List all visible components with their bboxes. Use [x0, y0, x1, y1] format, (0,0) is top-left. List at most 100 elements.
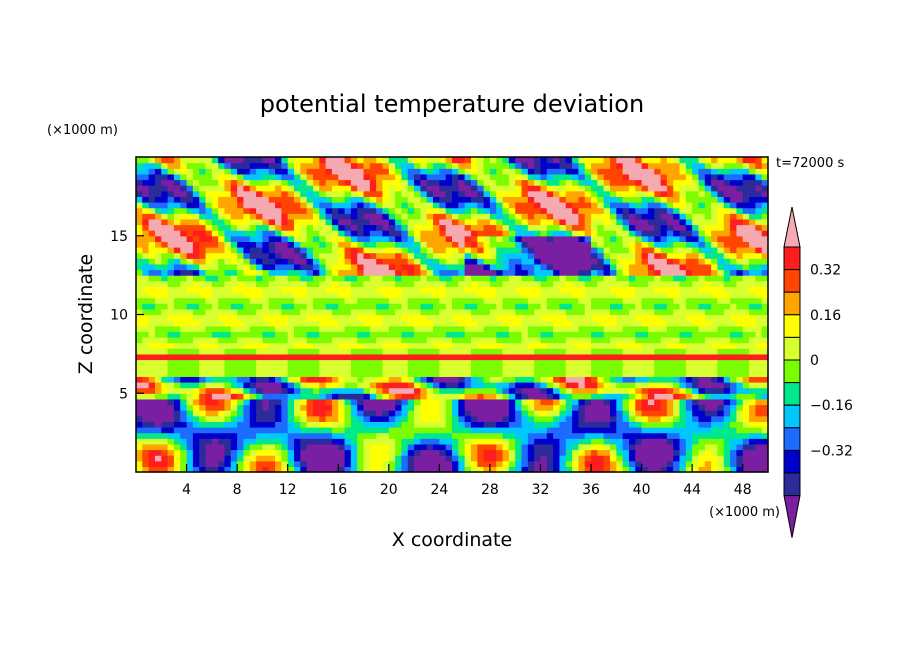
field-cell	[654, 382, 662, 389]
field-cell	[704, 353, 712, 361]
field-cell	[635, 348, 643, 355]
field-cell	[275, 449, 282, 456]
field-cell	[338, 292, 346, 299]
field-cell	[736, 387, 744, 394]
field-cell	[654, 460, 662, 467]
field-cell	[401, 337, 409, 344]
field-cell	[306, 449, 314, 456]
field-cell	[275, 410, 282, 417]
field-cell	[540, 230, 548, 237]
field-cell	[572, 365, 579, 372]
field-cell	[142, 190, 150, 197]
field-cell	[445, 404, 453, 411]
field-cell	[502, 353, 510, 361]
field-cell	[464, 359, 472, 366]
field-cell	[388, 449, 396, 456]
field-cell	[218, 365, 226, 372]
field-cell	[357, 410, 365, 417]
field-cell	[572, 269, 579, 276]
field-cell	[591, 325, 598, 332]
field-cell	[136, 432, 143, 439]
field-cell	[363, 415, 371, 422]
field-cell	[439, 438, 447, 445]
field-cell	[717, 365, 725, 372]
field-cell	[647, 337, 655, 344]
field-cell	[300, 280, 308, 287]
field-cell	[464, 286, 472, 293]
field-cell	[192, 241, 200, 248]
field-cell	[136, 303, 143, 310]
field-cell	[218, 297, 226, 304]
field-cell	[312, 342, 320, 349]
field-cell	[521, 438, 529, 445]
field-cell	[527, 404, 535, 411]
field-cell	[180, 455, 188, 462]
field-cell	[388, 415, 396, 422]
field-cell	[679, 427, 687, 434]
field-cell	[572, 320, 579, 327]
field-cell	[420, 387, 428, 394]
field-cell	[698, 297, 706, 304]
field-cell	[578, 466, 586, 473]
field-cell	[205, 432, 213, 439]
field-cell	[154, 252, 162, 259]
field-cell	[635, 308, 643, 316]
field-cell	[647, 224, 655, 231]
field-cell	[148, 415, 156, 422]
field-cell	[363, 235, 371, 242]
field-cell	[275, 224, 282, 231]
field-cell	[603, 449, 611, 456]
field-cell	[470, 241, 478, 248]
field-cell	[458, 269, 466, 276]
field-cell	[515, 393, 523, 400]
field-cell	[641, 443, 649, 451]
field-cell	[350, 449, 358, 456]
field-cell	[565, 443, 573, 451]
field-cell	[218, 292, 226, 299]
field-cell	[489, 466, 497, 473]
field-cell	[167, 252, 175, 259]
field-cell	[470, 421, 478, 428]
field-cell	[704, 252, 712, 259]
field-cell	[717, 320, 725, 327]
field-cell	[287, 331, 295, 338]
field-cell	[382, 387, 390, 394]
field-cell	[489, 376, 497, 383]
field-cell	[445, 263, 453, 271]
field-cell	[420, 207, 428, 214]
field-cell	[628, 308, 636, 316]
field-cell	[294, 398, 301, 406]
field-cell	[742, 269, 750, 276]
field-cell	[268, 443, 276, 451]
field-cell	[578, 241, 586, 248]
field-cell	[546, 404, 554, 411]
field-cell	[464, 280, 472, 287]
field-cell	[173, 218, 181, 226]
field-cell	[211, 415, 219, 422]
field-cell	[218, 410, 226, 417]
field-cell	[628, 280, 636, 287]
field-cell	[458, 337, 466, 344]
field-cell	[136, 449, 143, 456]
field-cell	[192, 370, 200, 377]
field-cell	[344, 421, 352, 428]
field-cell	[376, 449, 384, 456]
field-cell	[350, 213, 358, 220]
field-cell	[458, 247, 466, 254]
field-cell	[553, 297, 561, 304]
field-cell	[641, 348, 649, 355]
field-cell	[420, 325, 428, 332]
field-cell	[363, 196, 371, 203]
field-cell	[401, 382, 409, 389]
field-cell	[458, 398, 466, 406]
field-cell	[647, 460, 655, 467]
field-cell	[426, 269, 434, 276]
field-cell	[698, 241, 706, 248]
field-cell	[749, 427, 756, 434]
field-cell	[610, 449, 617, 456]
field-cell	[275, 337, 282, 344]
field-cell	[565, 365, 573, 372]
field-cell	[565, 280, 573, 287]
field-cell	[742, 308, 750, 316]
field-cell	[211, 382, 219, 389]
